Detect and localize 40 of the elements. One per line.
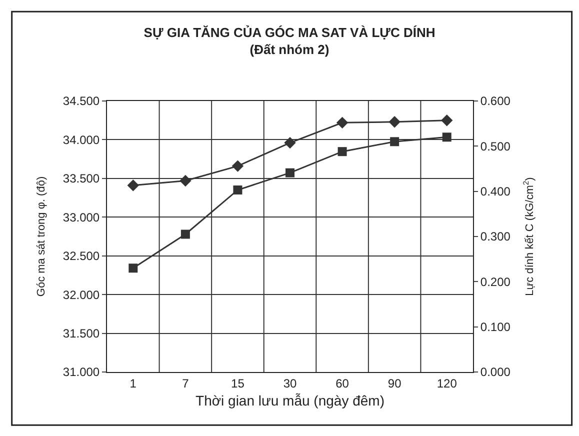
point <box>127 180 139 192</box>
y2-tick-label: 0.000 <box>480 365 511 380</box>
y-tick-label: 33.500 <box>62 172 100 186</box>
x-tick-label: 60 <box>336 376 350 390</box>
point <box>442 132 452 142</box>
point <box>336 116 348 129</box>
point <box>338 147 347 156</box>
y-tick-label: 31.500 <box>62 326 100 340</box>
y-tick-label: 34.000 <box>62 132 100 147</box>
y2-tick-label: 0.200 <box>480 274 511 289</box>
y-tick-label: 33.000 <box>62 210 100 224</box>
y2-tick-label: 0.600 <box>480 94 511 108</box>
point <box>388 116 400 128</box>
x-tick-label: 1 <box>130 376 137 390</box>
x-tick-label: 15 <box>231 376 245 390</box>
point <box>128 264 138 273</box>
point <box>180 174 192 187</box>
y2-tick-label: 0.300 <box>480 230 511 244</box>
y2-tick-label: 0.400 <box>480 184 511 199</box>
y-tick-label: 32.500 <box>62 249 100 264</box>
y-tick-label: 34.500 <box>62 94 100 108</box>
y2-tick-label: 0.100 <box>480 320 511 334</box>
point <box>390 137 400 146</box>
x-axis-title: Thời gian lưu mẫu (ngày đêm) <box>196 392 384 409</box>
point <box>232 160 244 172</box>
point <box>233 185 242 194</box>
x-tick-label: 120 <box>436 376 458 390</box>
y-tick-label: 32.000 <box>62 288 100 302</box>
chart-title: SỰ GIA TĂNG CỦA GÓC MA SAT VÀ LỰC DÍNH <box>144 25 436 40</box>
point <box>180 230 190 239</box>
x-tick-label: 90 <box>388 376 402 390</box>
y-axis-title: Góc ma sát trong φ. (độ) <box>36 176 48 297</box>
y-tick-label: 31.000 <box>62 365 100 380</box>
point <box>441 114 453 126</box>
point <box>284 136 296 149</box>
chart-subtitle: (Đất nhóm 2) <box>250 42 330 57</box>
y2-tick-label: 0.500 <box>480 139 511 154</box>
x-tick-label: 7 <box>182 376 190 390</box>
x-tick-label: 30 <box>283 376 297 390</box>
point <box>286 168 294 178</box>
